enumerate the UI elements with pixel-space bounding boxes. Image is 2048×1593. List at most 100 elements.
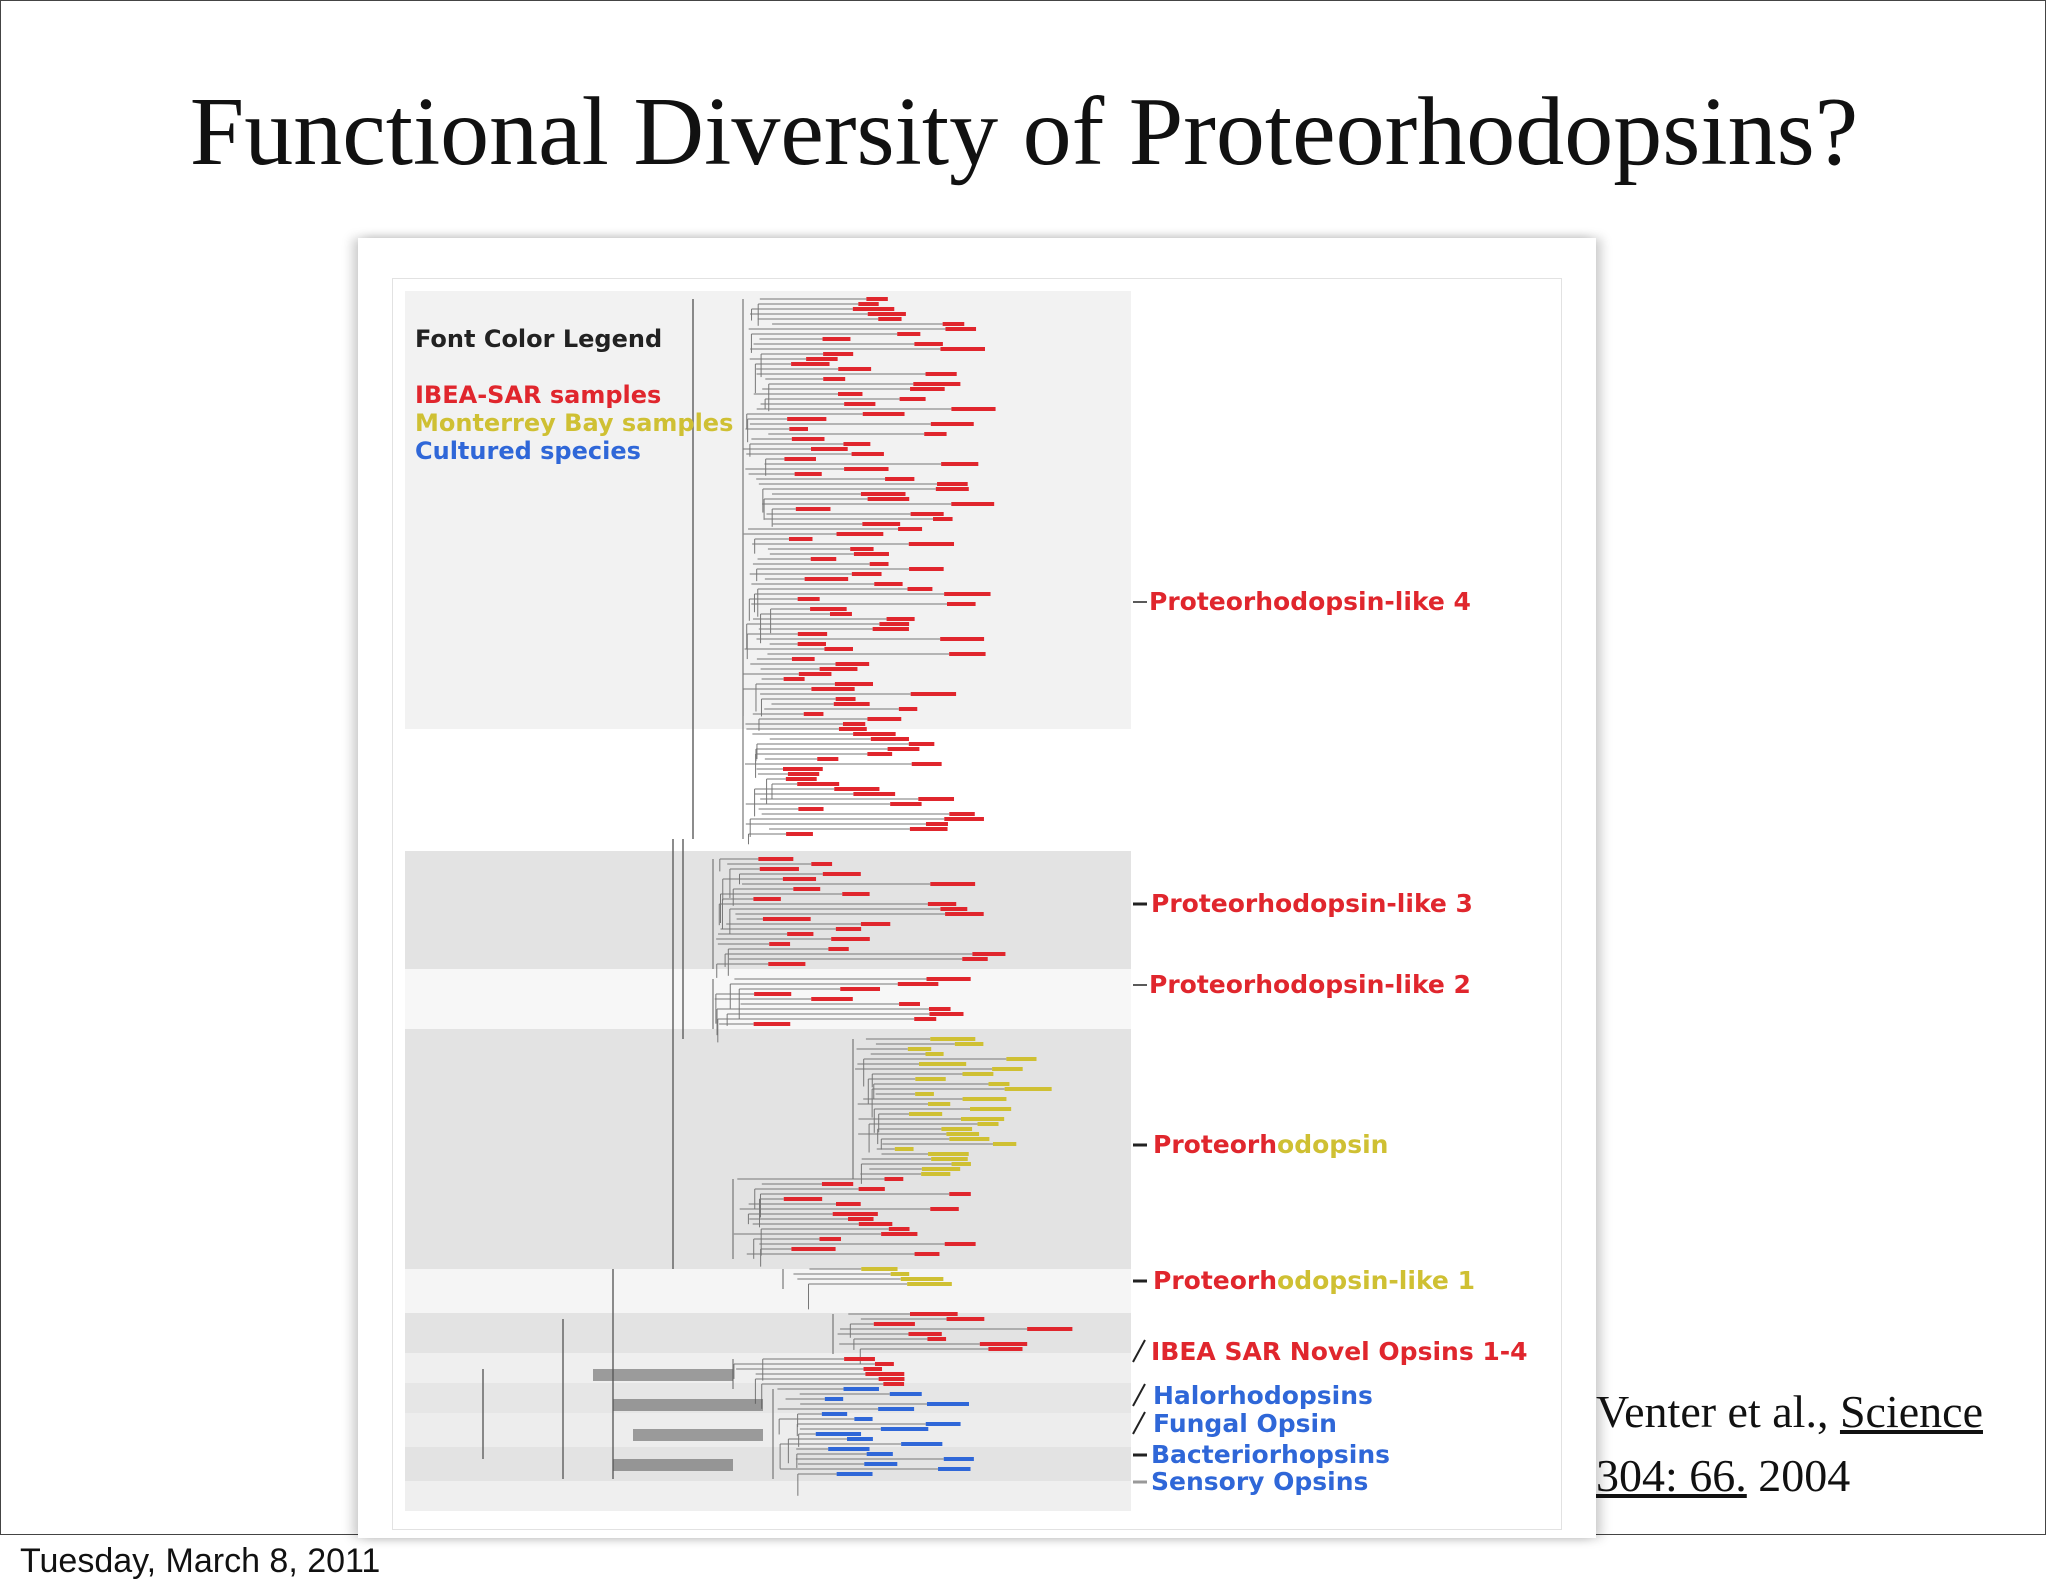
leaf-label xyxy=(925,822,948,826)
clade-label-text: Proteorhodopsin-like 4 xyxy=(1149,587,1471,616)
leaf-label xyxy=(890,1272,910,1276)
leaf-label xyxy=(931,1157,968,1161)
leaf-label xyxy=(819,1237,841,1241)
leaf-label xyxy=(828,947,849,951)
leaf-label xyxy=(842,722,866,726)
leaf-label xyxy=(988,1347,1023,1351)
leaf-label xyxy=(836,532,884,536)
leaf-label xyxy=(887,747,920,751)
leaf-label xyxy=(908,1332,942,1336)
clade-tick xyxy=(1132,1383,1146,1407)
leaf-label xyxy=(869,562,889,566)
leaf-label xyxy=(926,977,971,981)
leaf-label xyxy=(873,1322,915,1326)
leaf-label xyxy=(914,342,943,346)
leaf-label xyxy=(925,372,957,376)
leaf-label xyxy=(798,672,832,676)
leaf-label xyxy=(881,1232,918,1236)
leaf-label xyxy=(907,1282,952,1286)
leaf-label xyxy=(794,472,822,476)
clade-label: Sensory Opsins xyxy=(1151,1467,1368,1497)
leaf-label xyxy=(919,1062,967,1066)
citation-year: 2004 xyxy=(1746,1450,1851,1501)
leaf-label xyxy=(789,427,808,431)
leaf-label xyxy=(851,452,884,456)
leaf-label xyxy=(898,527,923,531)
leaf-label xyxy=(865,1372,905,1376)
leaf-label xyxy=(782,877,817,881)
leaf-label xyxy=(941,1127,973,1131)
leaf-label xyxy=(797,782,840,786)
leaf-label xyxy=(834,787,880,791)
leaf-label xyxy=(810,447,848,451)
leaf-label xyxy=(844,1357,875,1361)
leaf-label xyxy=(864,1462,898,1466)
leaf-label xyxy=(885,477,915,481)
collapsed-clade xyxy=(633,1429,763,1441)
leaf-label xyxy=(907,1047,932,1051)
leaf-label xyxy=(791,1247,836,1251)
leaf-label xyxy=(933,517,953,521)
leaf-label xyxy=(838,367,872,371)
leaf-label xyxy=(910,387,945,391)
leaf-label xyxy=(851,572,882,576)
clade-label: IBEA SAR Novel Opsins 1-4 xyxy=(1151,1337,1528,1367)
leaf-label xyxy=(822,337,851,341)
leaf-label xyxy=(951,502,995,506)
leaf-label xyxy=(823,377,846,381)
leaf-label xyxy=(759,867,799,871)
clade-label: Fungal Opsin xyxy=(1153,1409,1337,1439)
clade-label: Proteorhodopsin-like 4 xyxy=(1149,587,1471,617)
leaf-label xyxy=(910,512,944,516)
clade-label: Proteorhodopsin-like 3 xyxy=(1151,889,1473,919)
leaf-label xyxy=(806,357,838,361)
clade-label-text: Proteorh xyxy=(1153,1130,1278,1159)
leaf-label xyxy=(811,862,833,866)
leaf-label xyxy=(853,792,896,796)
leaf-label xyxy=(758,857,794,861)
leaf-label xyxy=(909,1312,958,1316)
leaf-label xyxy=(863,1367,883,1371)
leaf-label xyxy=(897,332,921,336)
leaf-label xyxy=(754,992,792,996)
leaf-label xyxy=(762,917,811,921)
leaf-label xyxy=(911,762,942,766)
leaf-label xyxy=(928,1102,951,1106)
leaf-label xyxy=(822,872,861,876)
legend-heading: Font Color Legend xyxy=(415,325,663,353)
leaf-label xyxy=(883,1382,905,1386)
leaf-label xyxy=(880,1427,929,1431)
leaf-label xyxy=(929,1012,964,1016)
leaf-label xyxy=(949,1192,971,1196)
leaf-label xyxy=(927,1337,947,1341)
leaf-label xyxy=(925,1052,944,1056)
leaf-label xyxy=(753,1022,791,1026)
leaf-label xyxy=(853,732,896,736)
leaf-label xyxy=(874,1362,894,1366)
clade-label-text: Halorhodopsins xyxy=(1153,1381,1373,1410)
leaf-label xyxy=(791,657,815,661)
leaf-label xyxy=(937,482,968,486)
clade-label: Bacteriorhopsins xyxy=(1151,1440,1390,1470)
leaf-label xyxy=(844,402,876,406)
leaf-label xyxy=(824,1397,844,1401)
citation-journal-link[interactable]: Science xyxy=(1839,1386,1983,1437)
leaf-label xyxy=(889,1392,922,1396)
leaf-label xyxy=(921,1167,961,1171)
leaf-label xyxy=(944,1242,976,1246)
leaf-label xyxy=(908,542,955,546)
leaf-label xyxy=(954,1042,984,1046)
leaf-label xyxy=(810,607,847,611)
leaf-label xyxy=(970,1107,1012,1111)
leaf-label xyxy=(831,937,870,941)
leaf-label xyxy=(783,1197,823,1201)
leaf-label xyxy=(899,1002,920,1006)
leaf-label xyxy=(928,1007,951,1011)
leaf-label xyxy=(791,362,830,366)
leaf-label xyxy=(838,392,863,396)
leaf-label xyxy=(753,897,781,901)
leaf-label xyxy=(1006,1057,1037,1061)
citation-volume-link[interactable]: 304: 66. xyxy=(1596,1450,1747,1501)
leaf-label xyxy=(909,1112,943,1116)
leaf-label xyxy=(797,632,828,636)
